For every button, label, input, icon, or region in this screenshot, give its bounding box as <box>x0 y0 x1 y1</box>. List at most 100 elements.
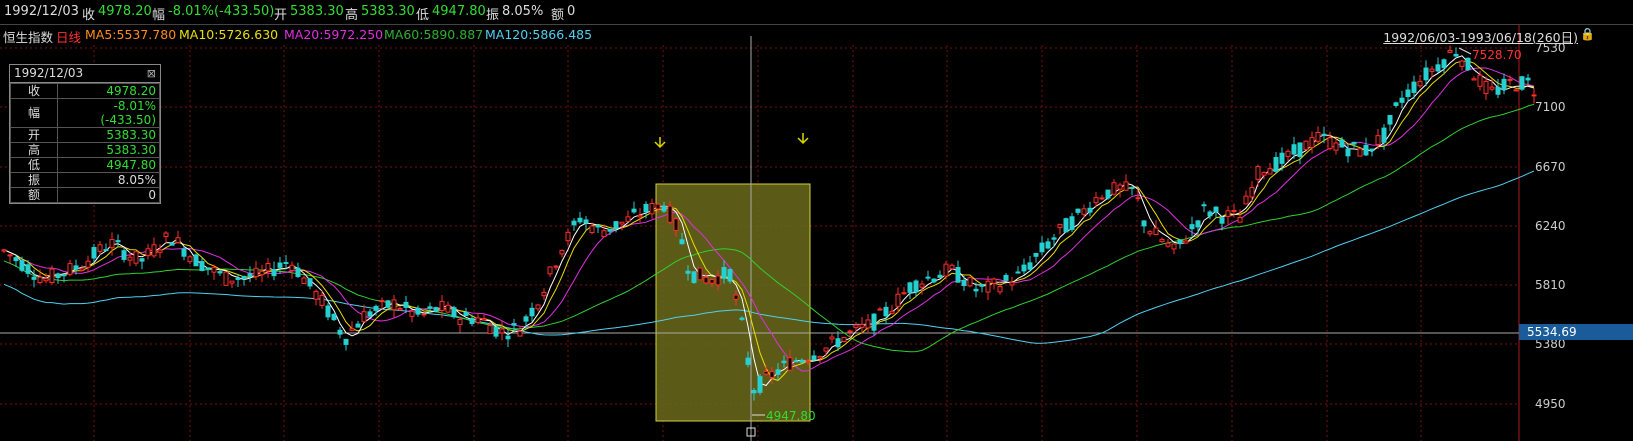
candle[interactable] <box>1489 79 1495 92</box>
candle[interactable] <box>967 276 973 288</box>
candle[interactable] <box>1411 75 1417 99</box>
candle[interactable] <box>1111 179 1117 196</box>
candle[interactable] <box>1087 201 1093 217</box>
candle[interactable] <box>937 270 943 278</box>
candle[interactable] <box>1345 144 1351 163</box>
candle[interactable] <box>391 295 397 318</box>
candle[interactable] <box>943 261 949 280</box>
candle[interactable] <box>697 267 703 281</box>
candle[interactable] <box>343 338 349 351</box>
candle[interactable] <box>385 300 391 310</box>
candles[interactable] <box>1 45 1537 401</box>
candle[interactable] <box>1051 234 1057 248</box>
candle[interactable] <box>1231 203 1237 218</box>
candle[interactable] <box>865 313 871 334</box>
candle[interactable] <box>541 288 547 301</box>
candle[interactable] <box>361 304 367 323</box>
candle[interactable] <box>13 255 19 268</box>
candle[interactable] <box>55 272 61 284</box>
candle[interactable] <box>1471 76 1477 81</box>
candle[interactable] <box>553 264 559 270</box>
candle[interactable] <box>139 257 145 270</box>
candle[interactable] <box>1531 88 1537 104</box>
candle[interactable] <box>1459 59 1465 71</box>
candle[interactable] <box>775 363 781 381</box>
candle[interactable] <box>517 326 523 337</box>
candle[interactable] <box>745 351 751 368</box>
candle[interactable] <box>427 302 433 313</box>
candle[interactable] <box>835 331 841 352</box>
candle[interactable] <box>535 303 541 312</box>
candle[interactable] <box>733 290 739 306</box>
candle[interactable] <box>1417 75 1423 89</box>
candle[interactable] <box>259 264 265 283</box>
candle[interactable] <box>445 301 451 313</box>
candle[interactable] <box>1225 206 1231 225</box>
candle[interactable] <box>781 355 787 368</box>
candle[interactable] <box>205 267 211 276</box>
candle[interactable] <box>271 261 277 281</box>
candle[interactable] <box>763 365 769 376</box>
candle[interactable] <box>451 305 457 319</box>
candle[interactable] <box>1297 142 1303 165</box>
candle[interactable] <box>25 260 31 278</box>
candle[interactable] <box>67 259 73 277</box>
candle[interactable] <box>1339 136 1345 148</box>
candle[interactable] <box>283 255 289 270</box>
candle[interactable] <box>505 329 511 348</box>
candle[interactable] <box>919 280 925 295</box>
candle[interactable] <box>907 281 913 300</box>
candle[interactable] <box>1513 88 1519 92</box>
candle[interactable] <box>1081 204 1087 219</box>
arrow-marker-icon[interactable] <box>654 137 666 149</box>
candle[interactable] <box>199 258 205 272</box>
candle[interactable] <box>1369 148 1375 157</box>
candle[interactable] <box>925 270 931 281</box>
candle[interactable] <box>367 309 373 319</box>
candle[interactable] <box>1495 79 1501 99</box>
candle[interactable] <box>325 303 331 321</box>
candle[interactable] <box>379 297 385 310</box>
candle[interactable] <box>1519 75 1525 91</box>
candle[interactable] <box>721 260 727 284</box>
period-label[interactable]: 日线 <box>56 30 82 45</box>
candle[interactable] <box>241 275 247 286</box>
candle[interactable] <box>133 251 139 267</box>
candle[interactable] <box>1099 194 1105 201</box>
candle[interactable] <box>673 216 679 237</box>
candle[interactable] <box>1153 220 1159 236</box>
candle[interactable] <box>631 201 637 214</box>
lock-icon[interactable]: 🔒 <box>1580 27 1595 41</box>
candle[interactable] <box>547 266 553 277</box>
candle[interactable] <box>475 313 481 325</box>
candle[interactable] <box>1483 76 1489 100</box>
candle[interactable] <box>589 222 595 235</box>
candle[interactable] <box>1291 136 1297 159</box>
candle[interactable] <box>19 256 25 273</box>
candle[interactable] <box>1021 258 1027 275</box>
candle[interactable] <box>1147 230 1153 237</box>
candle[interactable] <box>955 260 961 283</box>
candle[interactable] <box>883 301 889 324</box>
candle[interactable] <box>685 265 691 281</box>
candle[interactable] <box>625 210 631 223</box>
candle[interactable] <box>985 275 991 301</box>
candle[interactable] <box>439 295 445 319</box>
candle[interactable] <box>373 304 379 316</box>
candle[interactable] <box>619 221 625 231</box>
candle[interactable] <box>1273 151 1279 174</box>
candle[interactable] <box>595 223 601 233</box>
candle[interactable] <box>1393 101 1399 108</box>
candle[interactable] <box>1207 210 1213 220</box>
candle[interactable] <box>409 310 415 323</box>
candle[interactable] <box>1201 201 1207 213</box>
candle[interactable] <box>649 198 655 219</box>
candle[interactable] <box>223 271 229 286</box>
candle[interactable] <box>607 228 613 235</box>
candle[interactable] <box>433 306 439 313</box>
candle[interactable] <box>415 305 421 317</box>
candle[interactable] <box>493 326 499 339</box>
candle[interactable] <box>643 201 649 219</box>
candle[interactable] <box>1177 239 1183 249</box>
